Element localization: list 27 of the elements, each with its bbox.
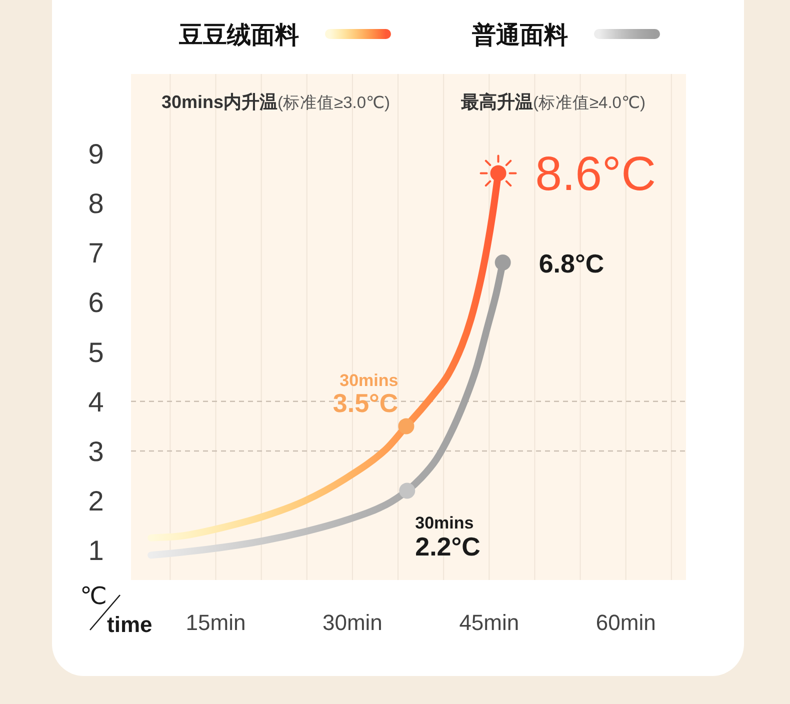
- point: [494, 254, 511, 271]
- point: [398, 418, 414, 434]
- y-tick-label: 9: [88, 138, 104, 170]
- y-tick-label: 8: [88, 188, 104, 219]
- y-tick-label: 5: [88, 336, 104, 368]
- data-label: 8.6°C: [535, 148, 656, 202]
- point: [490, 165, 506, 182]
- x-tick-label: 30min: [322, 610, 382, 635]
- x-tick-label: 15min: [186, 610, 246, 635]
- data-label: 30mins 3.5°C: [332, 371, 398, 418]
- y-tick-label: 1: [88, 535, 104, 566]
- x-tick-label: 60min: [596, 610, 656, 635]
- y-axis-title: ℃: [80, 583, 107, 610]
- y-tick-label: 2: [88, 486, 104, 517]
- legend-label: 豆豆绒面料: [178, 22, 299, 49]
- data-label: 6.8°C: [538, 248, 604, 279]
- annotation: 最高升温(标准值≥4.0℃): [460, 92, 646, 112]
- x-tick-label: 45min: [459, 610, 520, 635]
- data-label: 30mins 2.2°C: [415, 514, 481, 562]
- annotation: 30mins内升温(标准值≥3.0℃): [161, 92, 390, 112]
- y-tick-label: 3: [88, 436, 104, 468]
- y-tick-label: 4: [88, 386, 104, 418]
- y-tick-label: 6: [88, 287, 104, 318]
- legend-label: 普通面料: [471, 21, 568, 49]
- y-tick-label: 7: [88, 238, 104, 269]
- x-axis-title: time: [107, 612, 152, 637]
- point: [399, 482, 416, 499]
